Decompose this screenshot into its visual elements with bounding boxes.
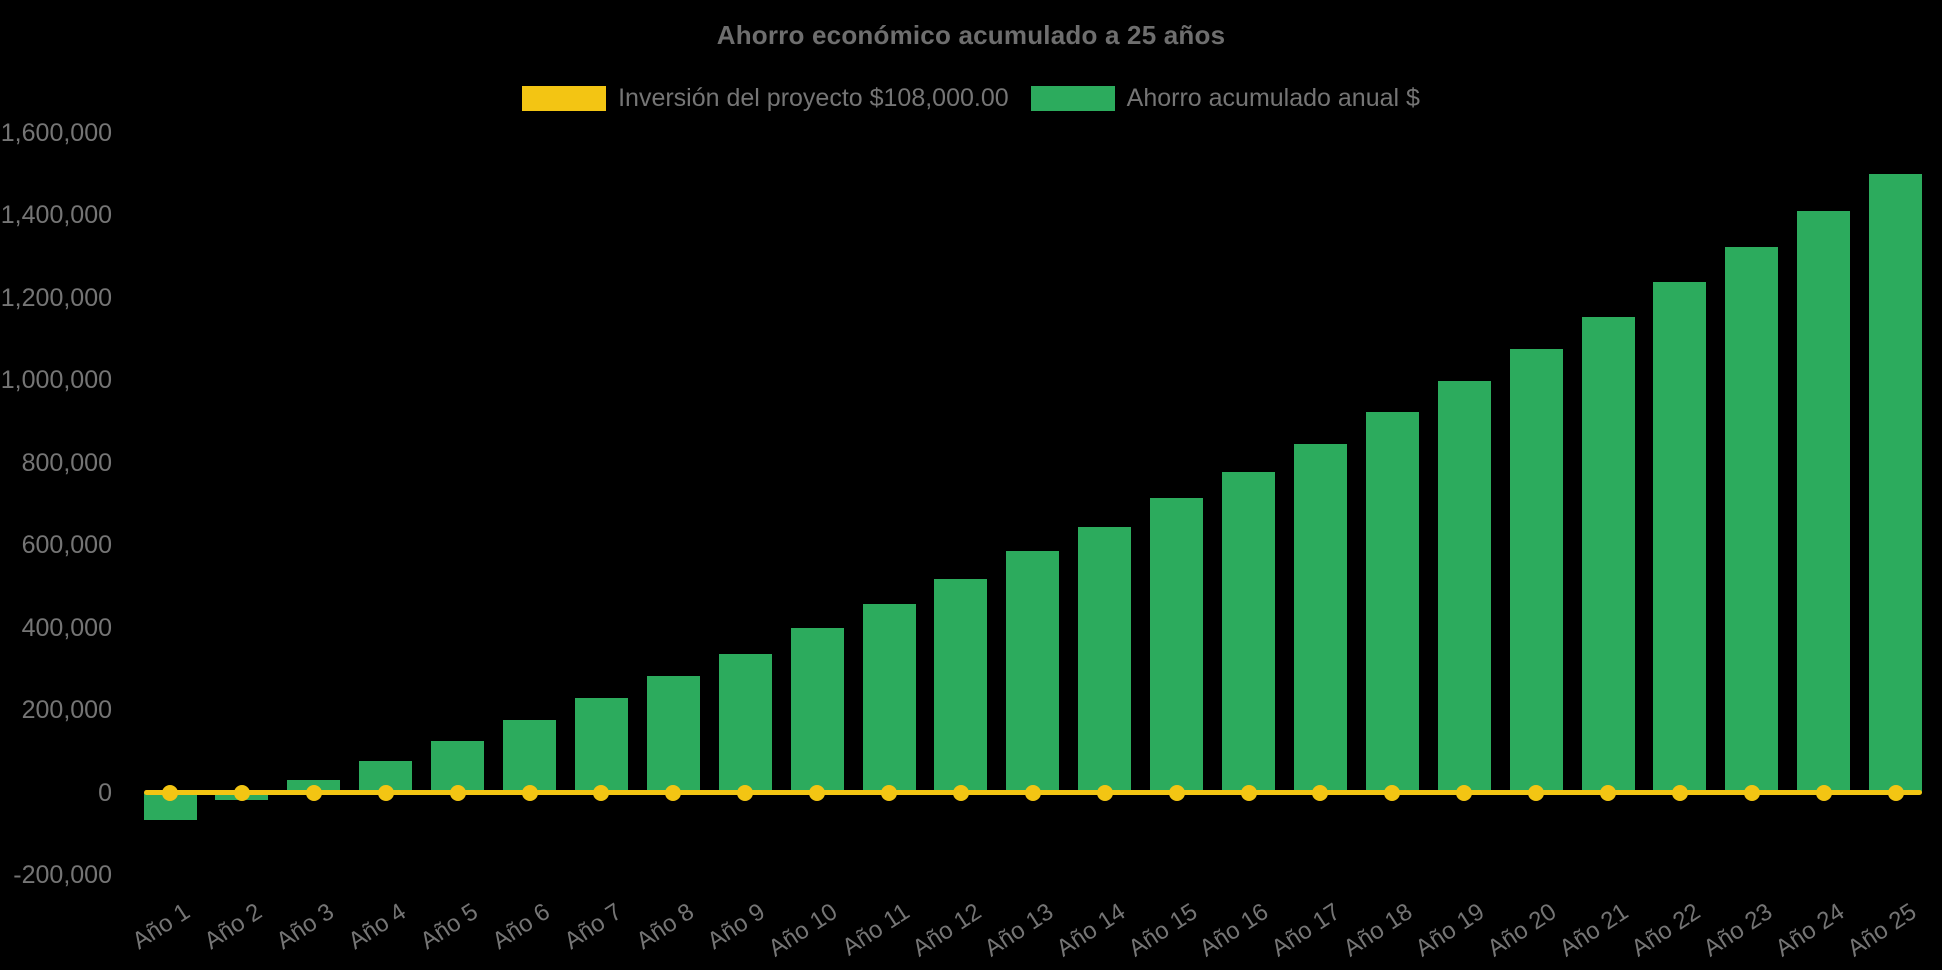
x-axis-label-15: Año 15 — [1123, 898, 1202, 963]
legend-swatch-green — [1030, 86, 1115, 111]
bar-año-24[interactable] — [1797, 210, 1851, 793]
y-axis-tick-label: 1,400,000 — [0, 201, 112, 229]
bar-año-6[interactable] — [503, 720, 556, 793]
x-axis-label-2: Año 2 — [199, 898, 268, 955]
legend-item-inversion[interactable]: Inversión del proyecto $108,000.00 — [522, 84, 1009, 113]
y-axis-tick-label: 600,000 — [21, 531, 112, 559]
investment-point-14[interactable] — [1096, 784, 1113, 801]
x-axis-label-8: Año 8 — [631, 898, 699, 955]
investment-point-6[interactable] — [521, 784, 538, 801]
bar-año-19[interactable] — [1437, 380, 1491, 793]
investment-point-5[interactable] — [449, 784, 466, 801]
bar-año-13[interactable] — [1006, 551, 1060, 793]
bar-año-5[interactable] — [431, 741, 485, 793]
investment-point-17[interactable] — [1312, 784, 1329, 801]
investment-point-18[interactable] — [1384, 784, 1401, 801]
bar-año-17[interactable] — [1293, 443, 1347, 793]
y-axis-tick-label: 1,600,000 — [0, 118, 112, 147]
chart-title: Ahorro económico acumulado a 25 años — [716, 20, 1226, 50]
investment-point-24[interactable] — [1815, 784, 1832, 801]
bar-año-22[interactable] — [1653, 282, 1707, 793]
bar-año-10[interactable] — [790, 628, 844, 793]
investment-point-11[interactable] — [881, 784, 897, 801]
x-axis-label-12: Año 12 — [907, 898, 987, 963]
bar-año-12[interactable] — [934, 579, 988, 793]
investment-point-23[interactable] — [1743, 784, 1760, 801]
investment-point-2[interactable] — [233, 784, 250, 801]
x-axis-label-4: Año 4 — [343, 898, 411, 955]
x-axis-label-10: Año 10 — [763, 898, 843, 963]
investment-point-9[interactable] — [737, 784, 754, 801]
x-axis-label-14: Año 14 — [1051, 898, 1130, 963]
investment-point-22[interactable] — [1671, 784, 1688, 801]
x-axis-label-9: Año 9 — [703, 898, 771, 955]
legend-item-ahorro[interactable]: Ahorro acumulado anual $ — [1030, 84, 1420, 113]
x-axis-label-16: Año 16 — [1195, 898, 1274, 963]
investment-point-1[interactable] — [162, 784, 178, 801]
chart-legend: Inversión del proyecto $108,000.00 Ahorr… — [0, 84, 1942, 113]
x-axis-label-5: Año 5 — [415, 898, 483, 955]
investment-point-10[interactable] — [809, 784, 826, 801]
bar-año-14[interactable] — [1078, 526, 1132, 793]
investment-point-19[interactable] — [1456, 784, 1473, 801]
investment-point-21[interactable] — [1600, 784, 1616, 801]
x-axis-label-18: Año 18 — [1338, 898, 1418, 963]
bar-año-25[interactable] — [1869, 173, 1923, 793]
x-axis-label-19: Año 19 — [1410, 898, 1490, 963]
y-axis-tick-label: 800,000 — [21, 448, 112, 477]
y-axis-tick-label: 200,000 — [21, 696, 112, 724]
legend-label-inversion: Inversión del proyecto $108,000.00 — [618, 84, 1009, 112]
x-axis-label-25: Año 25 — [1842, 898, 1921, 963]
x-axis-label-11: Año 11 — [837, 898, 915, 962]
investment-point-8[interactable] — [665, 784, 682, 801]
investment-point-12[interactable] — [952, 784, 969, 801]
x-axis-label-23: Año 23 — [1698, 898, 1777, 963]
bar-año-18[interactable] — [1365, 411, 1419, 793]
bar-año-9[interactable] — [718, 653, 772, 793]
y-axis-tick-label: 1,000,000 — [0, 366, 112, 394]
legend-label-ahorro: Ahorro acumulado anual $ — [1126, 84, 1420, 112]
x-axis-label-17: Año 17 — [1267, 898, 1346, 963]
x-axis-label-13: Año 13 — [979, 898, 1058, 963]
x-axis-label-24: Año 24 — [1770, 898, 1849, 963]
x-axis-label-20: Año 20 — [1482, 898, 1562, 963]
investment-point-15[interactable] — [1168, 784, 1185, 801]
x-axis-label-6: Año 6 — [487, 898, 555, 955]
investment-point-16[interactable] — [1240, 784, 1257, 801]
bar-año-23[interactable] — [1725, 247, 1779, 793]
x-axis-label-21: Año 21 — [1554, 898, 1634, 963]
investment-point-3[interactable] — [305, 784, 322, 801]
investment-point-25[interactable] — [1887, 784, 1904, 801]
y-axis-tick-label: 400,000 — [21, 613, 112, 642]
y-axis-tick-label: 1,200,000 — [0, 283, 112, 312]
y-axis-tick-label: 0 — [98, 778, 112, 807]
bar-año-20[interactable] — [1509, 349, 1563, 793]
investment-point-4[interactable] — [377, 784, 394, 801]
x-axis-label-7: Año 7 — [559, 898, 627, 955]
bar-año-15[interactable] — [1150, 498, 1204, 793]
investment-point-20[interactable] — [1528, 784, 1545, 801]
investment-point-7[interactable] — [593, 784, 610, 801]
bar-año-8[interactable] — [646, 676, 700, 793]
x-axis-label-22: Año 22 — [1626, 898, 1706, 963]
bar-año-7[interactable] — [574, 698, 628, 793]
y-axis-tick-label: -200,000 — [13, 861, 112, 889]
x-axis-label-3: Año 3 — [271, 898, 339, 955]
legend-swatch-yellow — [522, 86, 607, 111]
bar-año-16[interactable] — [1222, 471, 1275, 793]
investment-point-13[interactable] — [1024, 784, 1041, 801]
bar-año-21[interactable] — [1581, 316, 1635, 793]
bar-año-11[interactable] — [862, 603, 916, 793]
x-axis-label-1: Año 1 — [127, 898, 196, 955]
